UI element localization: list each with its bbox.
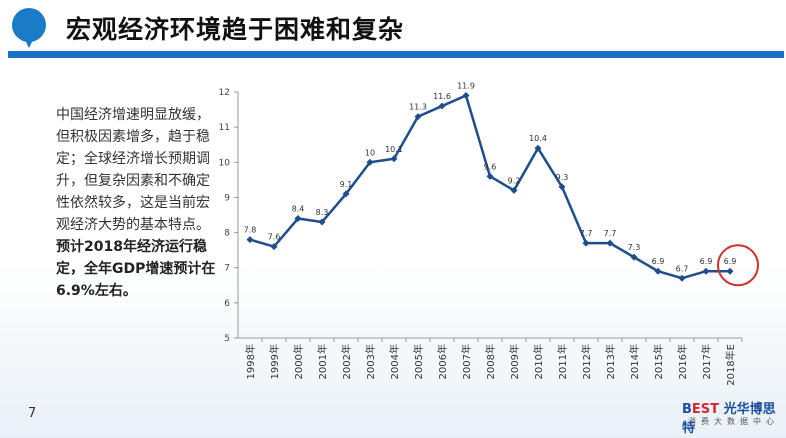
x-tick-label: 2016年	[676, 344, 689, 379]
data-label: 11.6	[433, 92, 451, 101]
data-label: 11.3	[409, 103, 427, 112]
data-label: 8.4	[292, 205, 305, 214]
x-tick-label: 2014年	[628, 344, 641, 379]
x-tick-label: 1998年	[244, 344, 257, 379]
x-tick-label: 2011年	[556, 344, 569, 379]
y-tick-label: 12	[219, 88, 230, 98]
data-point	[534, 144, 542, 152]
x-tick-label: 2012年	[580, 344, 593, 379]
x-tick-label: 2009年	[508, 344, 521, 379]
y-tick-label: 5	[224, 334, 230, 344]
data-point	[606, 239, 614, 247]
x-tick-label: 1999年	[268, 344, 281, 379]
series-line	[249, 93, 730, 280]
data-label: 9.3	[556, 173, 569, 182]
data-point	[558, 183, 566, 191]
data-label: 7.6	[268, 233, 281, 242]
page-number: 7	[28, 406, 37, 421]
data-label: 6.9	[652, 257, 665, 266]
data-point	[462, 92, 470, 100]
x-tick-label: 2000年	[292, 344, 305, 379]
description-paragraph: 中国经济增速明显放缓，但积极因素增多，趋于稳定；全球经济增长预期调升，但复杂因素…	[56, 107, 210, 233]
y-tick-label: 6	[224, 299, 230, 309]
data-point	[342, 190, 350, 198]
x-tick-label: 2002年	[340, 344, 353, 379]
data-point	[438, 102, 446, 110]
y-tick-label: 9	[224, 193, 230, 203]
data-point	[582, 239, 590, 247]
x-tick-label: 2010年	[532, 344, 545, 379]
data-label: 7.7	[580, 229, 593, 238]
data-label: 7.7	[604, 229, 617, 238]
x-tick-label: 2001年	[316, 344, 329, 379]
data-label: 6.9	[700, 257, 713, 266]
brand-subtitle: 消费大数据中心	[688, 417, 779, 426]
data-label: 9.2	[508, 176, 521, 185]
x-tick-label: 2008年	[484, 344, 497, 379]
data-label: 6.9	[724, 257, 737, 266]
x-tick-label: 2003年	[364, 344, 377, 379]
data-label: 7.3	[628, 243, 641, 252]
y-tick-label: 11	[219, 123, 230, 133]
data-point	[318, 218, 326, 226]
data-label: 6.7	[676, 264, 689, 273]
description-highlight: 预计2018年经济运行稳定，全年GDP增速预计在6.9%左右。	[56, 239, 216, 299]
brand-name: 光华博思特	[682, 402, 776, 436]
data-label: 7.8	[244, 226, 257, 235]
data-point	[390, 155, 398, 163]
data-point	[366, 158, 374, 166]
data-label: 9.1	[340, 180, 353, 189]
data-point	[654, 267, 662, 275]
data-point	[510, 186, 518, 194]
data-point	[270, 243, 278, 251]
highlight-circle	[717, 244, 759, 287]
x-tick-label: 2018年E	[724, 344, 737, 386]
x-tick-label: 2017年	[700, 344, 713, 379]
y-tick-label: 7	[224, 264, 230, 274]
data-label: 11.9	[457, 82, 475, 91]
data-label: 9.6	[484, 162, 497, 171]
data-label: 10.1	[385, 145, 403, 154]
data-point	[702, 267, 710, 275]
data-label: 10.4	[529, 134, 547, 143]
x-tick-label: 2006年	[436, 344, 449, 379]
data-point	[246, 236, 254, 244]
brand-logo: BEST 光华博思特	[682, 398, 786, 436]
y-tick-label: 10	[219, 158, 231, 168]
data-point	[726, 267, 734, 275]
data-point	[294, 215, 302, 223]
brand-prefix: B	[682, 402, 692, 417]
page-title: 宏观经济环境趋于困难和复杂	[66, 15, 405, 44]
x-tick-label: 2013年	[604, 344, 617, 379]
x-tick-label: 2004年	[388, 344, 401, 379]
data-label: 10	[365, 148, 375, 157]
pin-logo-icon	[12, 8, 46, 48]
y-tick-label: 8	[224, 229, 230, 239]
brand-est: EST	[691, 402, 720, 417]
data-point	[630, 253, 638, 261]
x-tick-label: 2015年	[652, 344, 665, 379]
data-point	[678, 274, 686, 282]
x-tick-label: 2007年	[460, 344, 473, 379]
description: 中国经济增速明显放缓，但积极因素增多，趋于稳定；全球经济增长预期调升，但复杂因素…	[56, 104, 216, 302]
x-tick-label: 2005年	[412, 344, 425, 379]
header-divider	[8, 51, 784, 58]
data-label: 8.3	[316, 208, 329, 217]
data-point	[486, 172, 494, 180]
data-point	[414, 113, 422, 121]
